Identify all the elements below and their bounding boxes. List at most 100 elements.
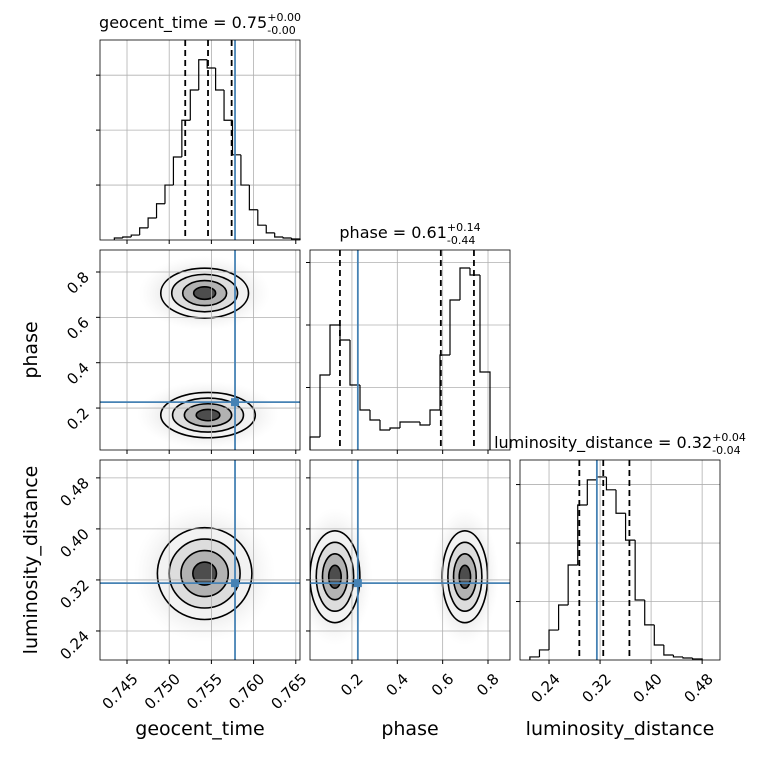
histogram-step	[339, 325, 350, 341]
histogram-step	[379, 420, 390, 431]
y-tick-label: 0.24	[56, 627, 92, 663]
title-main: phase = 0.61	[339, 223, 446, 242]
histogram-step	[479, 275, 491, 450]
y-tick-label: 0.8	[63, 268, 93, 298]
title-upper: +0.14	[447, 221, 481, 234]
panel-frame	[99, 39, 301, 241]
panel-frame	[519, 459, 721, 661]
histogram-step	[557, 604, 569, 631]
histogram-step	[240, 154, 250, 186]
x-axis-label: phase	[381, 718, 438, 740]
x-tick-label: 0.8	[473, 670, 503, 700]
histogram-step	[113, 237, 123, 240]
histogram-step	[164, 184, 174, 204]
y-axis-label: luminosity_distance	[20, 466, 42, 655]
histogram-step	[389, 427, 400, 430]
histogram-step	[624, 513, 636, 541]
truth-marker	[231, 398, 240, 407]
x-tick-label: 0.4	[382, 670, 412, 700]
y-tick-label: 0.32	[56, 576, 92, 612]
x-tick-label: 0.6	[428, 670, 458, 700]
histogram-step	[586, 479, 597, 506]
histogram-step	[248, 185, 258, 211]
histogram-step	[231, 120, 241, 156]
contour	[192, 286, 217, 301]
contour	[192, 561, 218, 586]
x-axis-label: geocent_time	[135, 718, 264, 740]
histogram-step	[198, 59, 208, 90]
histogram-step	[644, 600, 655, 626]
x-tick-label: 0.755	[183, 670, 226, 713]
histogram-step	[215, 68, 225, 91]
histogram-step	[419, 422, 430, 426]
panel-frame	[99, 249, 301, 451]
x-tick-label: 0.40	[630, 670, 666, 706]
title-lower: -0.44	[447, 234, 475, 247]
histogram-step	[459, 267, 470, 300]
histogram-step	[615, 489, 626, 514]
x-tick-label: 0.2	[337, 670, 367, 700]
x-tick-label: 0.760	[225, 670, 268, 713]
histogram-step	[122, 236, 132, 239]
density-group	[133, 504, 276, 643]
histogram-step	[634, 540, 645, 601]
histogram-step	[538, 649, 550, 657]
histogram-step	[274, 232, 284, 238]
x-tick-label: 0.24	[527, 670, 563, 706]
histogram-step	[596, 476, 607, 480]
density-group	[137, 255, 279, 450]
y-tick-label: 0.2	[63, 404, 93, 434]
truth-marker	[231, 579, 240, 588]
histogram-step	[257, 209, 267, 226]
histogram-step	[691, 658, 703, 660]
y-tick-label: 0.4	[63, 359, 93, 389]
panel-title: phase = 0.61+0.14 -0.44	[339, 221, 480, 247]
x-tick-label: 0.48	[681, 670, 717, 706]
histogram-step	[223, 90, 233, 121]
histogram-step	[653, 624, 664, 646]
histogram-step	[189, 89, 199, 121]
histogram-step	[155, 203, 165, 219]
histogram-step	[663, 645, 674, 656]
contour	[458, 564, 472, 590]
histogram-step	[449, 299, 460, 355]
histogram-step	[172, 156, 182, 186]
panel-frame	[309, 249, 511, 451]
histogram-step	[147, 217, 157, 228]
histogram-step	[319, 374, 330, 437]
histogram-step	[469, 268, 480, 276]
histogram-step	[682, 656, 693, 659]
x-axis-label: luminosity_distance	[526, 718, 715, 740]
y-tick-label: 0.6	[63, 313, 93, 343]
histogram-step	[359, 385, 370, 411]
contour	[327, 564, 342, 590]
panel-frame	[309, 459, 511, 661]
histogram-step	[577, 504, 588, 566]
x-tick-label: 0.765	[267, 670, 310, 713]
panel-frame	[99, 459, 301, 661]
histogram-step	[429, 409, 440, 425]
histogram-step	[369, 410, 380, 421]
histogram-step	[329, 324, 340, 375]
histogram-step	[309, 436, 320, 450]
histogram-step	[349, 340, 360, 386]
title-upper: +0.00	[267, 11, 301, 24]
histogram-step	[399, 421, 410, 428]
x-tick-label: 0.32	[578, 670, 614, 706]
title-lower: -0.04	[712, 444, 740, 457]
histogram-step	[605, 476, 617, 491]
histogram-step	[548, 629, 559, 650]
histogram-step	[672, 654, 683, 658]
title-main: geocent_time = 0.75	[99, 13, 267, 33]
panel-title: luminosity_distance = 0.32+0.04 -0.04	[494, 431, 746, 457]
x-tick-label: 0.745	[99, 670, 142, 713]
y-tick-label: 0.48	[56, 474, 92, 510]
histogram-step	[139, 227, 149, 236]
histogram-step	[265, 225, 275, 234]
title-lower: -0.00	[267, 24, 295, 37]
title-main: luminosity_distance = 0.32	[494, 433, 712, 453]
density-group	[310, 507, 499, 646]
y-axis-label: phase	[20, 321, 42, 378]
truth-marker	[353, 579, 362, 588]
